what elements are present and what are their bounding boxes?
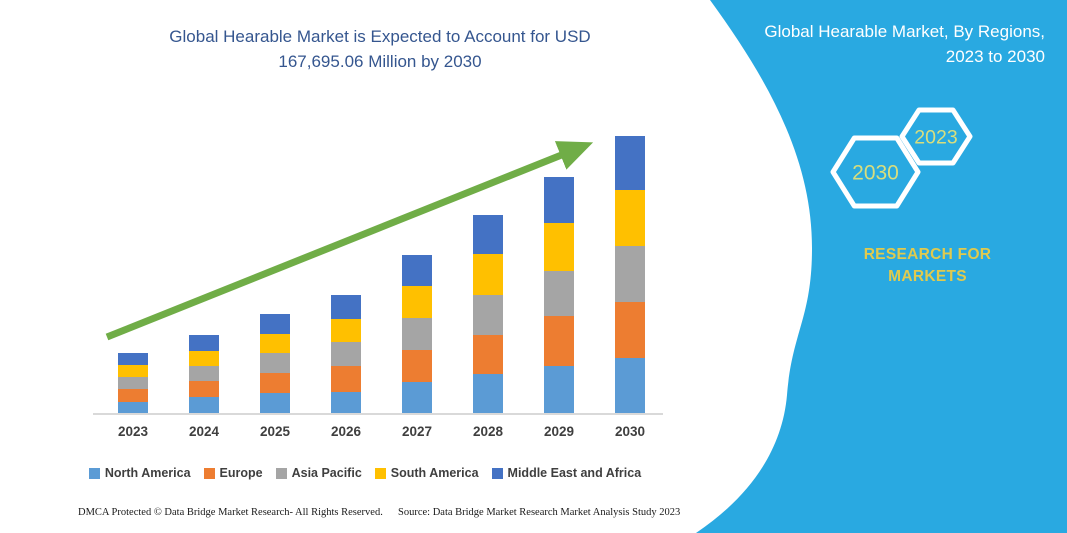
- bar-segment-2029-south-america: [544, 222, 574, 271]
- x-axis-label-2024: 2024: [188, 424, 220, 439]
- legend-marker-icon: [203, 467, 215, 479]
- chart-plot-area: 2023 2024 2025 2026 2027 2028 2029 2030: [93, 136, 663, 439]
- bar-2028: [473, 215, 503, 413]
- chart-legend: North America Europe Asia Pacific South Ame…: [40, 466, 690, 480]
- bar-segment-2025-europe: [260, 373, 290, 393]
- bar-segment-2023-europe: [118, 388, 148, 402]
- bar-2029: [544, 176, 574, 413]
- bar-segment-2028-north-america: [473, 374, 503, 413]
- side-panel-title-line2: 2023 to 2030: [945, 47, 1045, 66]
- bar-2024: [189, 334, 219, 413]
- bar-segment-2028-south-america: [473, 254, 503, 296]
- brand-text: RESEARCH FOR MARKETS: [840, 244, 1015, 288]
- x-axis-label-2030: 2030: [614, 424, 646, 439]
- x-axis-label-2023: 2023: [117, 424, 149, 439]
- legend-label: Asia Pacific: [291, 466, 362, 480]
- bar-segment-2024-asia-pacific: [189, 365, 219, 381]
- bar-segment-2029-europe: [544, 315, 574, 366]
- bar-segment-2026-middle-east-and-africa: [331, 295, 361, 320]
- bar-segment-2025-south-america: [260, 334, 290, 354]
- legend-item-europe: Europe: [203, 466, 263, 480]
- bar-segment-2023-north-america: [118, 401, 148, 413]
- bar-segment-2023-middle-east-and-africa: [118, 352, 148, 365]
- hexagon-year-2023: 2023: [914, 127, 957, 149]
- x-axis-label-2026: 2026: [330, 424, 362, 439]
- bar-segment-2024-middle-east-and-africa: [189, 334, 219, 351]
- chart-title: Global Hearable Market is Expected to Ac…: [80, 24, 680, 74]
- bar-segment-2028-middle-east-and-africa: [473, 215, 503, 255]
- bar-segment-2024-south-america: [189, 350, 219, 366]
- bar-segment-2027-asia-pacific: [402, 317, 432, 350]
- legend-marker-icon: [275, 467, 287, 479]
- year-hexagons: 2030 2023: [830, 107, 973, 209]
- legend-marker-icon: [88, 467, 100, 479]
- bar-segment-2027-south-america: [402, 285, 432, 318]
- bar-segment-2024-north-america: [189, 396, 219, 413]
- legend-marker-icon: [491, 467, 503, 479]
- bar-segment-2029-asia-pacific: [544, 270, 574, 316]
- bar-segment-2029-north-america: [544, 365, 574, 413]
- bar-segment-2025-middle-east-and-africa: [260, 314, 290, 335]
- bar-segment-2027-middle-east-and-africa: [402, 254, 432, 286]
- bar-segment-2023-south-america: [118, 364, 148, 377]
- bar-2023: [118, 352, 148, 413]
- bar-segment-2028-europe: [473, 335, 503, 375]
- bar-segment-2029-middle-east-and-africa: [544, 176, 574, 223]
- legend-label: North America: [104, 466, 191, 480]
- copyright-text: DMCA Protected © Data Bridge Market Rese…: [78, 507, 383, 518]
- side-panel-title: Global Hearable Market, By Regions, 2023…: [705, 19, 1045, 69]
- x-axis-label-2027: 2027: [401, 424, 433, 439]
- legend-item-asia-pacific: Asia Pacific: [275, 466, 362, 480]
- x-axis-label-2029: 2029: [543, 424, 575, 439]
- legend-item-middle-east-and-africa: Middle East and Africa: [491, 466, 642, 480]
- side-panel-title-line1: Global Hearable Market, By Regions,: [764, 22, 1045, 41]
- bar-segment-2028-asia-pacific: [473, 295, 503, 336]
- bar-segment-2023-asia-pacific: [118, 376, 148, 389]
- bar-segment-2027-europe: [402, 349, 432, 382]
- chart-title-line2: 167,695.06 Million by 2030: [278, 52, 482, 71]
- bar-2025: [260, 314, 290, 413]
- bar-segment-2030-north-america: [615, 358, 645, 413]
- legend-label: South America: [390, 466, 479, 480]
- bar-segment-2026-south-america: [331, 319, 361, 343]
- bar-segment-2024-europe: [189, 380, 219, 397]
- x-axis-label-2025: 2025: [259, 424, 291, 439]
- bar-segment-2030-middle-east-and-africa: [615, 136, 645, 191]
- bar-segment-2030-asia-pacific: [615, 246, 645, 303]
- bar-segment-2025-north-america: [260, 392, 290, 413]
- bar-segment-2030-south-america: [615, 190, 645, 247]
- bar-segment-2026-europe: [331, 365, 361, 393]
- x-axis-line: [93, 413, 663, 415]
- legend-label: Middle East and Africa: [507, 466, 642, 480]
- trend-arrow: [105, 141, 594, 341]
- bar-2030: [615, 136, 645, 413]
- hexagon-2030: [830, 135, 921, 209]
- source-text: Source: Data Bridge Market Research Mark…: [398, 507, 681, 518]
- legend-item-north-america: North America: [88, 466, 191, 480]
- brand-line1: RESEARCH FOR: [863, 246, 992, 263]
- legend-marker-icon: [374, 467, 386, 479]
- bar-segment-2027-north-america: [402, 381, 432, 413]
- bar-segment-2026-north-america: [331, 392, 361, 413]
- brand-line2: MARKETS: [888, 268, 967, 285]
- chart-title-line1: Global Hearable Market is Expected to Ac…: [169, 27, 591, 46]
- legend-label: Europe: [219, 466, 263, 480]
- hexagon-2023: [899, 107, 973, 166]
- bar-2026: [331, 295, 361, 413]
- bar-segment-2026-asia-pacific: [331, 342, 361, 366]
- hexagon-year-2030: 2030: [852, 162, 899, 185]
- bar-segment-2025-asia-pacific: [260, 353, 290, 374]
- bar-segment-2030-europe: [615, 302, 645, 358]
- bar-2027: [402, 254, 432, 413]
- x-axis-label-2028: 2028: [472, 424, 504, 439]
- legend-item-south-america: South America: [374, 466, 479, 480]
